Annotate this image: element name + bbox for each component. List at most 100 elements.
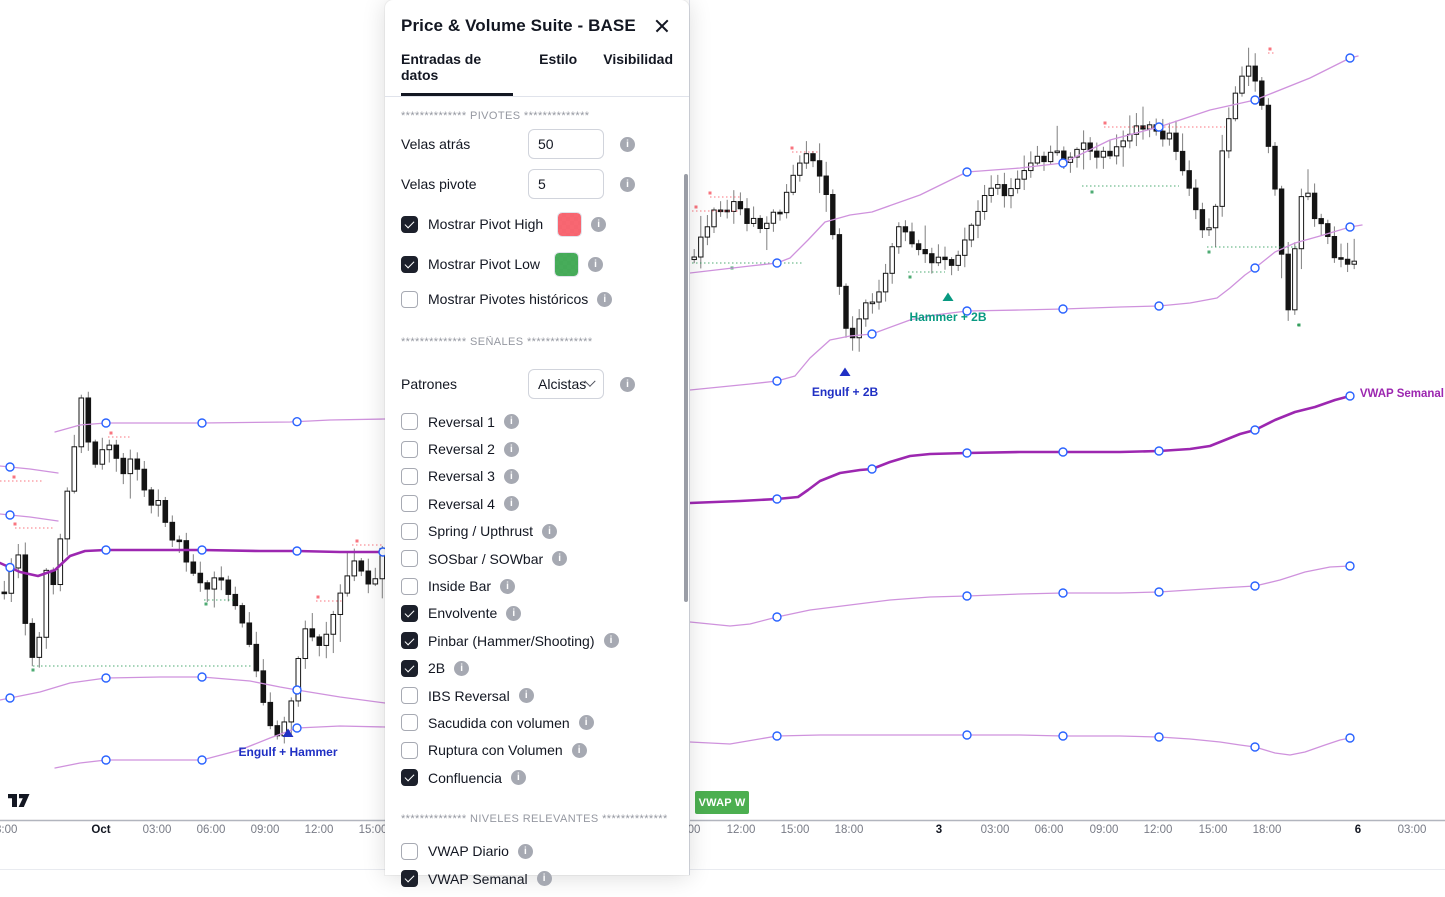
input-row-velas-pivote: Velas pivote <box>401 164 673 204</box>
info-icon[interactable] <box>536 871 552 887</box>
checkbox-label: SOSbar / SOWbar <box>428 550 544 567</box>
checkbox-inside-bar[interactable] <box>401 577 418 595</box>
info-icon[interactable] <box>552 551 568 567</box>
time-axis-label: 18:00 <box>834 824 864 836</box>
info-icon[interactable] <box>503 468 519 484</box>
checkbox-envolvente[interactable] <box>401 604 418 622</box>
section-header-senales: ************** SEÑALES ************** <box>401 336 593 348</box>
checkbox-vwap-semanal[interactable] <box>401 870 418 888</box>
checkbox-label: Mostrar Pivotes históricos <box>428 291 589 307</box>
checkbox-sacudida-con-volumen[interactable] <box>401 714 418 732</box>
velas-pivote-input[interactable] <box>528 169 604 199</box>
checkbox-row-pinbar-hammer-shooting: Pinbar (Hammer/Shooting) <box>401 627 673 654</box>
checkbox-label: Reversal 1 <box>428 413 495 430</box>
info-icon[interactable] <box>500 578 516 594</box>
checkbox-row-inside-bar: Inside Bar <box>401 572 673 599</box>
section-header-pivotes: ************** PIVOTES ************** <box>401 110 590 122</box>
tab-visibilidad[interactable]: Visibilidad <box>603 51 673 67</box>
checkbox-label: Inside Bar <box>428 578 492 595</box>
checkbox-reversal-2[interactable] <box>401 440 418 458</box>
dialog-tabs: Entradas de datos Estilo Visibilidad <box>385 45 689 97</box>
checkbox-2b[interactable] <box>401 659 418 677</box>
checkbox-row-2b: 2B <box>401 655 673 682</box>
checkbox-vwap-diario[interactable] <box>401 842 418 860</box>
left-chart-canvas[interactable]: Engulf + Hammer <box>0 0 385 875</box>
info-icon[interactable] <box>517 843 533 859</box>
left-chart-pane[interactable]: Engulf + Hammer 18:00Oct03:0006:0009:001… <box>0 0 387 875</box>
checkbox-ruptura-con-volumen[interactable] <box>401 741 418 759</box>
checkbox-confluencia[interactable] <box>401 769 418 787</box>
info-icon[interactable] <box>542 523 558 539</box>
checkbox-row-spring-upthrust: Spring / Upthrust <box>401 518 673 545</box>
right-chart-pane[interactable]: Engulf + 2B Hammer + 2B VWAP Semanal 09:00… <box>672 0 1445 875</box>
info-icon[interactable] <box>597 291 613 307</box>
checkbox-mostrar-pivot-low[interactable] <box>401 255 418 273</box>
info-icon[interactable] <box>620 136 635 152</box>
tab-estilo[interactable]: Estilo <box>539 51 578 67</box>
checkbox-row-reversal-1: Reversal 1 <box>401 408 673 435</box>
svg-text:Hammer + 2B: Hammer + 2B <box>909 310 986 324</box>
info-icon[interactable] <box>506 605 522 621</box>
checkbox-row-reversal-2: Reversal 2 <box>401 435 673 462</box>
checkbox-pinbar-hammer-shooting[interactable] <box>401 632 418 650</box>
svg-text:VWAP Semanal: VWAP Semanal <box>1360 388 1444 400</box>
info-icon[interactable] <box>571 742 587 758</box>
checkbox-mostrar-pivotes-hist-ricos[interactable] <box>401 290 418 308</box>
checkbox-reversal-3[interactable] <box>401 467 418 485</box>
info-icon[interactable] <box>603 633 619 649</box>
info-icon[interactable] <box>620 376 635 392</box>
field-label: Velas pivote <box>401 176 477 192</box>
checkbox-row-ibs-reversal: IBS Reversal <box>401 682 673 709</box>
checkbox-ibs-reversal[interactable] <box>401 687 418 705</box>
svg-text:Engulf + Hammer: Engulf + Hammer <box>238 745 337 759</box>
checkbox-reversal-4[interactable] <box>401 495 418 513</box>
time-axis-label: 3 <box>935 824 943 836</box>
info-icon[interactable] <box>503 496 519 512</box>
info-icon[interactable] <box>503 441 519 457</box>
checkbox-label: Sacudida con volumen <box>428 714 570 731</box>
time-axis-label: 12:00 <box>304 824 334 836</box>
checkbox-spring-upthrust[interactable] <box>401 522 418 540</box>
patrones-row: Patrones Alcistas <box>401 364 673 404</box>
info-icon[interactable] <box>510 770 526 786</box>
tradingview-logo-icon[interactable] <box>8 794 30 813</box>
time-axis-label: 12:00 <box>726 824 756 836</box>
checkbox-row-reversal-4: Reversal 4 <box>401 490 673 517</box>
tab-entradas-de-datos[interactable]: Entradas de datos <box>401 51 514 96</box>
info-icon[interactable] <box>518 688 534 704</box>
checkbox-reversal-1[interactable] <box>401 413 418 431</box>
checkbox-label: Reversal 3 <box>428 468 495 485</box>
dialog-header: Price & Volume Suite - BASE <box>385 0 689 45</box>
dialog-scrollbar[interactable] <box>684 174 688 602</box>
pivot-checkbox-group: Mostrar Pivot High Mostrar Pivot Low Mostr… <box>401 204 673 314</box>
time-axis-label: 12:00 <box>1143 824 1173 836</box>
checkbox-row-envolvente: Envolvente <box>401 600 673 627</box>
info-icon[interactable] <box>620 176 635 192</box>
checkbox-row-mostrar-pivotes-hist-ricos: Mostrar Pivotes históricos <box>401 284 673 314</box>
color-swatch[interactable] <box>554 251 580 277</box>
right-time-axis[interactable]: 09:0012:0015:0018:00303:0006:0009:0012:0… <box>672 822 1445 844</box>
checkbox-sosbar-sowbar[interactable] <box>401 550 418 568</box>
time-axis-label: 06:00 <box>1034 824 1064 836</box>
time-axis-label: 6 <box>1354 824 1362 836</box>
info-icon[interactable] <box>591 216 607 232</box>
checkbox-mostrar-pivot-high[interactable] <box>401 215 418 233</box>
patrones-select[interactable]: Alcistas <box>528 369 604 399</box>
checkbox-label: Mostrar Pivot High <box>428 216 544 232</box>
info-icon[interactable] <box>588 256 604 272</box>
right-chart-canvas[interactable]: Engulf + 2B Hammer + 2B VWAP Semanal <box>690 0 1445 875</box>
left-time-axis[interactable]: 18:00 Oct 03:00 06:00 09:00 12:00 15:00 <box>0 822 387 844</box>
checkbox-row-mostrar-pivot-low: Mostrar Pivot Low <box>401 244 673 284</box>
checkbox-row-confluencia: Confluencia <box>401 764 673 791</box>
info-icon[interactable] <box>454 660 470 676</box>
info-icon[interactable] <box>578 715 594 731</box>
time-axis-label: 03:00 <box>1397 824 1427 836</box>
velas-atras-input[interactable] <box>528 129 604 159</box>
checkbox-label: IBS Reversal <box>428 687 510 704</box>
dialog-body: ************** PIVOTES ************** Ve… <box>385 97 689 897</box>
color-swatch[interactable] <box>557 211 583 237</box>
checkbox-label: Spring / Upthrust <box>428 523 534 540</box>
close-icon[interactable] <box>651 15 673 37</box>
time-axis-label: 03:00 <box>142 824 172 836</box>
info-icon[interactable] <box>503 414 519 430</box>
